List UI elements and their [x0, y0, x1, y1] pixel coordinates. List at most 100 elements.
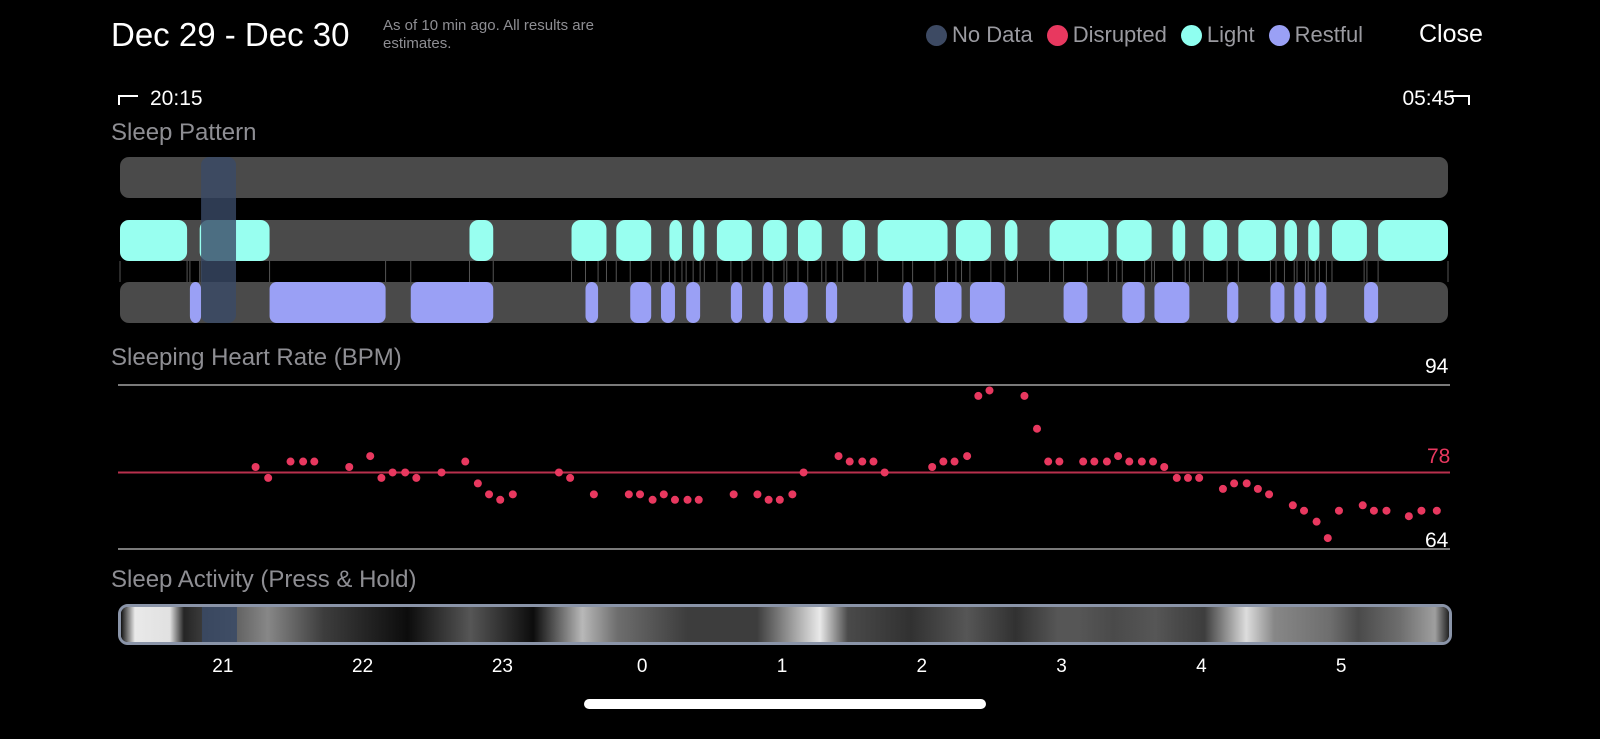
- heart-rate-point: [729, 490, 738, 499]
- heart-rate-point: [1137, 457, 1146, 466]
- heart-rate-point: [636, 490, 645, 499]
- heart-rate-point: [985, 386, 994, 395]
- range-end-bracket-icon: [1450, 95, 1470, 105]
- heart-rate-point: [310, 457, 319, 466]
- heart-rate-point: [566, 473, 575, 482]
- restful-segment: [585, 282, 599, 323]
- restful-segment: [1154, 282, 1190, 323]
- heart-rate-point: [1432, 506, 1441, 515]
- legend-item-light: Light: [1180, 22, 1255, 48]
- time-axis-tick: 21: [212, 656, 234, 677]
- restful-segment: [1227, 282, 1239, 323]
- time-axis-tick: 4: [1196, 656, 1207, 677]
- heart-rate-point: [1218, 484, 1227, 493]
- time-axis-tick: 2: [916, 656, 928, 677]
- close-button[interactable]: Close: [1419, 20, 1483, 48]
- restful-segment: [630, 282, 652, 323]
- legend-label: No Data: [952, 22, 1033, 47]
- light-segment: [1284, 220, 1298, 261]
- heart-rate-point: [412, 473, 421, 482]
- no-data-segment: [201, 157, 237, 323]
- heart-rate-point: [775, 495, 784, 504]
- heart-rate-point: [251, 463, 260, 471]
- light-segment: [1238, 220, 1277, 261]
- time-axis-tick: 22: [352, 656, 374, 677]
- heart-rate-point: [1183, 473, 1192, 482]
- light-segment: [797, 220, 822, 261]
- range-end-time: 05:45: [1402, 87, 1455, 110]
- heart-rate-point: [753, 490, 762, 499]
- time-axis-tick: 1: [776, 656, 788, 677]
- heart-rate-chart: [118, 384, 1450, 550]
- heart-rate-point: [589, 490, 598, 499]
- disrupted-track: [120, 157, 1448, 198]
- light-dot-icon: [1180, 24, 1202, 46]
- light-segment: [1378, 220, 1448, 261]
- sleep-pattern-label: Sleep Pattern: [111, 119, 257, 146]
- light-segment: [469, 220, 494, 261]
- light-segment: [1203, 220, 1228, 261]
- heart-rate-point: [461, 457, 470, 466]
- legend-item-disrupted: Disrupted: [1046, 22, 1167, 48]
- light-segment: [1172, 220, 1186, 261]
- light-segment: [1049, 220, 1109, 261]
- heart-rate-point: [694, 495, 703, 504]
- legend-item-restful: Restful: [1268, 22, 1364, 48]
- heart-rate-point: [1195, 473, 1204, 482]
- heart-rate-point: [788, 490, 797, 499]
- restful-dot-icon: [1268, 24, 1290, 46]
- legend: No Data Disrupted Light Restful: [926, 22, 1377, 48]
- time-axis-tick: 0: [636, 656, 648, 677]
- heart-rate-point: [496, 495, 505, 504]
- heart-rate-point: [473, 479, 482, 488]
- heart-rate-point: [880, 468, 889, 477]
- heart-rate-point: [799, 468, 808, 477]
- heart-rate-point: [858, 457, 867, 466]
- heart-rate-point: [683, 495, 692, 504]
- home-indicator[interactable]: [584, 699, 986, 709]
- light-segment: [877, 220, 948, 261]
- light-segment: [669, 220, 682, 261]
- restful-segment: [1063, 282, 1088, 323]
- heart-rate-point: [624, 490, 633, 499]
- restful-segment: [410, 282, 494, 323]
- heart-rate-point: [366, 452, 375, 461]
- restful-segment: [1315, 282, 1327, 323]
- heart-rate-label: Sleeping Heart Rate (BPM): [111, 344, 402, 371]
- heart-rate-point: [928, 463, 937, 471]
- restful-segment: [1364, 282, 1379, 323]
- time-axis-tick: 3: [1056, 656, 1067, 677]
- restful-segment: [189, 282, 202, 323]
- heart-rate-point: [659, 490, 668, 499]
- heart-rate-point: [1323, 534, 1332, 543]
- heart-rate-point: [345, 463, 354, 471]
- restful-segment: [660, 282, 675, 323]
- heart-rate-point: [834, 452, 843, 461]
- light-segment: [1004, 220, 1018, 261]
- range-start-bracket-icon: [118, 95, 138, 105]
- legend-label: Disrupted: [1072, 22, 1167, 47]
- heart-rate-point: [950, 457, 959, 466]
- sleep-pattern-chart: [119, 157, 1449, 323]
- estimate-note: As of 10 min ago. All results are estima…: [383, 17, 594, 52]
- heart-rate-point: [1334, 506, 1343, 515]
- light-segment: [571, 220, 607, 261]
- restful-segment: [1294, 282, 1306, 323]
- light-segment: [1331, 220, 1367, 261]
- sleep-activity-scrubber[interactable]: [118, 604, 1452, 645]
- heart-rate-point: [1033, 424, 1042, 433]
- heart-rate-point: [485, 490, 494, 499]
- heart-rate-point: [1160, 463, 1169, 471]
- heart-rate-point: [1114, 452, 1123, 461]
- legend-label: Restful: [1294, 22, 1364, 47]
- legend-item-no-data: No Data: [926, 22, 1033, 48]
- restful-segment: [969, 282, 1005, 323]
- heart-rate-point: [1230, 479, 1239, 488]
- heart-rate-point: [264, 473, 273, 482]
- light-segment: [763, 220, 787, 261]
- time-axis-tick: 23: [491, 656, 513, 677]
- heart-rate-point: [670, 495, 679, 504]
- light-segment: [120, 220, 188, 261]
- activity-no-data-overlay: [202, 607, 237, 642]
